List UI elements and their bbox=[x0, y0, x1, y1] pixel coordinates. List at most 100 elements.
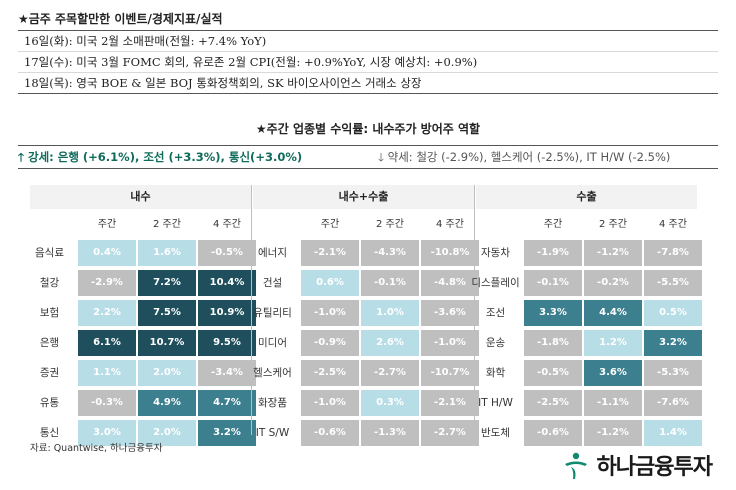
return-cell: 6.1% bbox=[78, 330, 136, 356]
up-arrow-icon: 🡑 bbox=[18, 150, 28, 164]
return-cell: 3.0% bbox=[78, 420, 136, 446]
row-label: 조선 bbox=[485, 307, 506, 319]
block-divider bbox=[251, 185, 252, 435]
return-cell: -1.2% bbox=[584, 240, 642, 266]
row-label: 통신 bbox=[39, 427, 60, 439]
event-item: 16일(화): 미국 2월 소매판매(전월: +7.4% YoY) bbox=[18, 31, 718, 52]
column-header: 2 주간 bbox=[599, 219, 627, 230]
return-cell: -0.5% bbox=[524, 360, 582, 386]
return-cell: 1.4% bbox=[644, 420, 702, 446]
return-cell: -0.6% bbox=[301, 420, 359, 446]
row-label: 유틸리티 bbox=[253, 307, 292, 319]
return-cell: -5.5% bbox=[644, 270, 702, 296]
row-label: 증권 bbox=[39, 367, 60, 379]
return-cell: -1.9% bbox=[524, 240, 582, 266]
event-item: 17일(수): 미국 3월 FOMC 회의, 유로존 2월 CPI(전월: +0… bbox=[18, 52, 718, 73]
weekly-summary: 🡑 강세: 은행 (+6.1%), 조선 (+3.3%), 통신(+3.0%) … bbox=[18, 145, 718, 169]
return-cell: -0.3% bbox=[78, 390, 136, 416]
row-label: IT S/W bbox=[255, 427, 290, 439]
return-cell: -0.1% bbox=[361, 270, 419, 296]
return-cell: 1.1% bbox=[78, 360, 136, 386]
return-cell: -0.2% bbox=[584, 270, 642, 296]
hana-logo-icon bbox=[564, 452, 587, 479]
returns-table: 내수 주간 2 주간 4 주간 음식료 0.4% 1.6% -0.5% 철강 -2.9% 7.2% 1… bbox=[30, 185, 702, 446]
column-header: 2 주간 bbox=[376, 219, 404, 230]
event-item: 18일(목): 영국 BOE & 일본 BOJ 통화정책회의, SK 바이오사이… bbox=[18, 73, 718, 94]
return-cell: -2.5% bbox=[301, 360, 359, 386]
column-header: 주간 bbox=[97, 219, 117, 230]
return-cell: 10.9% bbox=[198, 300, 256, 326]
events-section: ★금주 주목할만한 이벤트/경제지표/실적 16일(화): 미국 2월 소매판매… bbox=[18, 8, 718, 94]
source-note: 자료: Quantwise, 하나금융투자 bbox=[30, 443, 163, 454]
row-label: 철강 bbox=[39, 277, 60, 289]
row-label: IT H/W bbox=[478, 397, 513, 409]
return-cell: 2.0% bbox=[138, 420, 196, 446]
return-cell: -3.6% bbox=[421, 300, 479, 326]
return-cell: 3.2% bbox=[644, 330, 702, 356]
row-label: 유통 bbox=[39, 397, 60, 409]
return-cell: 4.9% bbox=[138, 390, 196, 416]
return-cell: 9.5% bbox=[198, 330, 256, 356]
row-label: 에너지 bbox=[258, 247, 287, 259]
block-divider bbox=[474, 185, 475, 435]
logo-text: 하나금융투자 bbox=[596, 455, 713, 480]
column-header: 2 주간 bbox=[153, 219, 181, 230]
row-label: 은행 bbox=[39, 337, 60, 349]
return-cell: -7.8% bbox=[644, 240, 702, 266]
return-cell: -4.3% bbox=[361, 240, 419, 266]
return-cell: 1.2% bbox=[584, 330, 642, 356]
column-header: 주간 bbox=[543, 219, 563, 230]
weak-text: 약세: 철강 (-2.9%), 헬스케어 (-2.5%), IT H/W (-2… bbox=[387, 150, 671, 164]
return-cell: 0.6% bbox=[301, 270, 359, 296]
row-label: 디스플레이 bbox=[471, 277, 520, 289]
return-cell: 10.4% bbox=[198, 270, 256, 296]
return-cell: 0.5% bbox=[644, 300, 702, 326]
block-header: 수출 bbox=[476, 185, 697, 209]
column-header: 주간 bbox=[320, 219, 340, 230]
return-cell: 2.6% bbox=[361, 330, 419, 356]
return-cell: 3.2% bbox=[198, 420, 256, 446]
column-header: 4 주간 bbox=[436, 219, 464, 230]
return-cell: -4.8% bbox=[421, 270, 479, 296]
return-cell: -10.8% bbox=[421, 240, 479, 266]
events-title: ★금주 주목할만한 이벤트/경제지표/실적 bbox=[18, 8, 718, 31]
return-cell: -1.0% bbox=[421, 330, 479, 356]
return-cell: -10.7% bbox=[421, 360, 479, 386]
weak-summary: 🡓 약세: 철강 (-2.9%), 헬스케어 (-2.5%), IT H/W (… bbox=[378, 146, 670, 168]
down-arrow-icon: 🡓 bbox=[378, 150, 388, 164]
row-label: 화장품 bbox=[258, 397, 287, 409]
row-label: 화학 bbox=[485, 367, 506, 379]
row-label: 보험 bbox=[39, 307, 60, 319]
row-label: 운송 bbox=[485, 337, 506, 349]
row-label: 건설 bbox=[262, 277, 283, 289]
return-cell: -7.6% bbox=[644, 390, 702, 416]
company-logo: 하나금융투자 bbox=[561, 450, 713, 480]
column-header: 4 주간 bbox=[659, 219, 687, 230]
return-cell: -3.4% bbox=[198, 360, 256, 386]
return-cell: -5.3% bbox=[644, 360, 702, 386]
return-cell: 2.2% bbox=[78, 300, 136, 326]
strong-text: 강세: 은행 (+6.1%), 조선 (+3.3%), 통신(+3.0%) bbox=[27, 150, 303, 164]
return-cell: -2.1% bbox=[421, 390, 479, 416]
return-cell: 0.4% bbox=[78, 240, 136, 266]
return-cell: -0.9% bbox=[301, 330, 359, 356]
return-cell: -1.8% bbox=[524, 330, 582, 356]
row-label: 헬스케어 bbox=[253, 367, 292, 379]
return-cell: 3.6% bbox=[584, 360, 642, 386]
return-cell: 10.7% bbox=[138, 330, 196, 356]
return-cell: 2.0% bbox=[138, 360, 196, 386]
return-cell: -0.5% bbox=[198, 240, 256, 266]
return-cell: 1.0% bbox=[361, 300, 419, 326]
strong-summary: 🡑 강세: 은행 (+6.1%), 조선 (+3.3%), 통신(+3.0%) bbox=[18, 146, 302, 168]
block-header: 내수 bbox=[30, 185, 251, 209]
return-cell: 7.5% bbox=[138, 300, 196, 326]
return-cell: 7.2% bbox=[138, 270, 196, 296]
return-cell: 0.3% bbox=[361, 390, 419, 416]
return-cell: -1.1% bbox=[584, 390, 642, 416]
return-cell: -1.3% bbox=[361, 420, 419, 446]
return-cell: -1.0% bbox=[301, 300, 359, 326]
return-cell: -1.0% bbox=[301, 390, 359, 416]
return-cell: -0.6% bbox=[524, 420, 582, 446]
return-cell: -2.5% bbox=[524, 390, 582, 416]
return-cell: 3.3% bbox=[524, 300, 582, 326]
